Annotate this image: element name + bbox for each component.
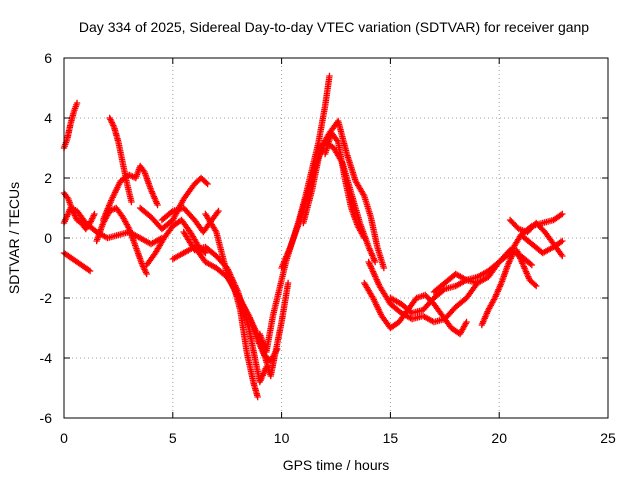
- data-point-sample: [203, 179, 210, 186]
- gridlines: [64, 58, 608, 418]
- data-point: [202, 249, 209, 257]
- y-tick-label: -4: [40, 350, 53, 366]
- data-point: [254, 393, 261, 401]
- data-point: [284, 279, 292, 287]
- axis-ticks: [63, 57, 609, 419]
- chart-title: Day 334 of 2025, Sidereal Day-to-day VTE…: [79, 19, 589, 35]
- data-point: [215, 207, 222, 215]
- data-point-sample: [527, 260, 534, 268]
- y-tick-label: 2: [44, 170, 52, 186]
- x-tick-label: 5: [169, 430, 177, 446]
- y-tick-label: 4: [44, 110, 52, 126]
- x-tick-label: 15: [383, 430, 399, 446]
- data-point: [204, 180, 211, 188]
- data-point: [380, 264, 388, 272]
- x-tick-label: 0: [60, 430, 68, 446]
- x-tick-label: 10: [274, 430, 290, 446]
- data-point: [463, 318, 470, 326]
- data-points: [60, 72, 566, 401]
- data-point: [86, 267, 94, 275]
- y-tick-labels: -6 -4 -2 0 2 4 6: [40, 50, 53, 426]
- y-tick-label: 6: [44, 50, 52, 66]
- data-point-sample: [531, 281, 539, 288]
- data-point: [128, 198, 135, 206]
- y-tick-label: -6: [40, 410, 53, 426]
- data-point: [326, 72, 333, 80]
- data-point: [532, 282, 540, 290]
- data-point: [154, 201, 161, 209]
- data-point: [91, 210, 98, 218]
- data-point: [73, 99, 81, 107]
- data-point: [528, 261, 536, 269]
- data-point: [559, 237, 566, 245]
- x-tick-labels: 0 5 10 15 20 25: [60, 430, 616, 446]
- data-point: [474, 279, 481, 287]
- data-point-sample: [85, 266, 92, 274]
- data-point: [559, 252, 566, 260]
- y-tick-label: -2: [40, 290, 53, 306]
- data-point-sample: [557, 211, 565, 219]
- data-point-sample: [557, 238, 565, 246]
- data-point: [559, 210, 566, 218]
- y-axis-title: SDTVAR / TECUs: [6, 182, 22, 294]
- data-point: [143, 270, 150, 278]
- data-point: [361, 234, 368, 242]
- x-tick-label: 20: [491, 430, 507, 446]
- x-tick-label: 25: [600, 430, 616, 446]
- data-point: [371, 258, 379, 266]
- x-axis-title: GPS time / hours: [283, 457, 390, 473]
- y-tick-label: 0: [44, 230, 52, 246]
